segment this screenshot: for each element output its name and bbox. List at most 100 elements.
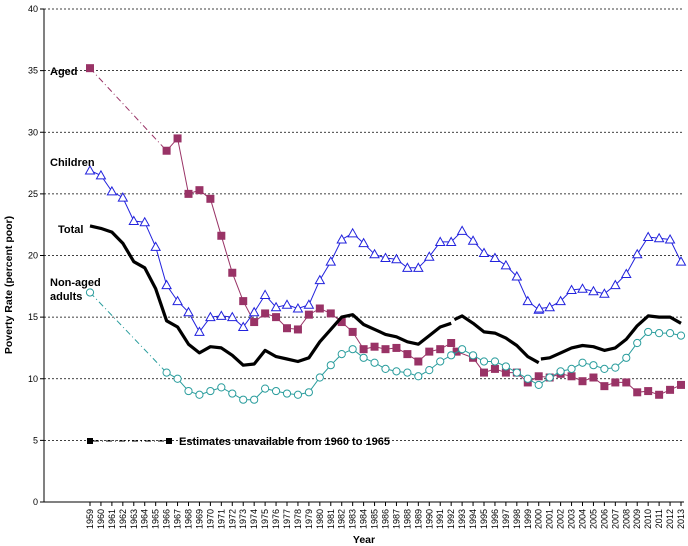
x-tick-label-1977: 1977 (282, 509, 292, 529)
x-tick-label-1969: 1969 (194, 509, 204, 529)
point-children-1969 (194, 326, 205, 336)
x-tick-label-1998: 1998 (512, 509, 522, 529)
point-aged-1967 (173, 134, 182, 143)
point-aged-2007 (611, 378, 620, 387)
point-aged-1976 (272, 313, 281, 322)
x-tick-label-2007: 2007 (610, 509, 620, 529)
point-aged-1977 (283, 324, 291, 333)
point-aged-1989 (414, 357, 423, 366)
point-non-aged-adults-1988 (403, 368, 412, 377)
point-children-2009 (631, 248, 643, 259)
series-layer (84, 64, 687, 404)
x-tick-label-1993: 1993 (457, 509, 467, 529)
point-non-aged-adults-2001 (545, 373, 554, 382)
series-non-aged-adults-gap-line (89, 292, 167, 373)
point-children-1973 (237, 321, 249, 331)
point-non-aged-adults-1975 (261, 384, 270, 393)
y-tick-label-40: 40 (28, 4, 38, 14)
point-aged-1978 (293, 325, 302, 334)
x-tick-label-1991: 1991 (435, 509, 445, 529)
x-tick-label-2008: 2008 (621, 509, 631, 529)
x-tick-label-1971: 1971 (216, 509, 226, 529)
x-tick-label-2004: 2004 (578, 509, 588, 529)
x-tick-label-1986: 1986 (381, 509, 391, 529)
point-non-aged-adults-1995 (479, 357, 489, 366)
x-tick-label-1962: 1962 (118, 509, 128, 529)
point-children-1989 (412, 262, 424, 272)
point-children-1996 (489, 252, 501, 262)
point-aged-2006 (600, 382, 609, 391)
y-tick-label-35: 35 (28, 66, 38, 76)
point-non-aged-adults-2004 (578, 358, 587, 367)
point-non-aged-adults-1986 (381, 364, 390, 373)
point-children-1984 (358, 237, 369, 248)
x-tick-label-2006: 2006 (599, 509, 609, 529)
y-tick-label-5: 5 (33, 435, 38, 445)
point-aged-2005 (589, 373, 598, 382)
point-non-aged-adults-1976 (271, 386, 281, 396)
point-aged-2004 (578, 377, 587, 386)
x-tick-label-1995: 1995 (479, 509, 489, 529)
point-non-aged-adults-1999 (523, 374, 532, 383)
x-tick-label-1988: 1988 (402, 509, 412, 529)
point-non-aged-adults-1981 (326, 361, 335, 370)
series-label-non-aged-line1: Non-aged (50, 277, 101, 289)
note-text: Estimates unavailable from 1960 to 1965 (179, 436, 390, 448)
point-aged-2008 (622, 378, 631, 387)
point-non-aged-adults-1987 (392, 367, 401, 376)
x-tick-label-1980: 1980 (315, 509, 325, 529)
y-tick-label-0: 0 (33, 497, 38, 507)
point-non-aged-adults-1980 (315, 373, 324, 382)
point-aged-1974 (250, 318, 259, 327)
point-children-2002 (555, 295, 566, 306)
point-children-1998 (511, 270, 523, 281)
point-non-aged-adults-2010 (644, 327, 653, 337)
x-tick-label-1970: 1970 (205, 509, 215, 529)
series-total-line-0 (89, 224, 452, 367)
point-aged-1966 (162, 146, 171, 155)
x-tick-label-1989: 1989 (413, 509, 423, 529)
point-non-aged-adults-1992 (447, 351, 456, 360)
point-children-2007 (609, 279, 621, 290)
point-aged-1984 (359, 345, 368, 354)
x-tick-label-1973: 1973 (238, 509, 248, 529)
point-non-aged-adults-1989 (414, 372, 423, 381)
point-non-aged-adults-1985 (370, 358, 379, 367)
x-tick-label-1975: 1975 (260, 509, 270, 529)
point-children-1965 (150, 241, 162, 251)
note-marker-left (87, 438, 93, 444)
point-children-1986 (380, 252, 391, 262)
x-tick-label-2005: 2005 (588, 509, 598, 529)
x-tick-label-1976: 1976 (271, 509, 281, 529)
axes (40, 8, 684, 506)
series-children (84, 164, 687, 336)
point-children-2005 (588, 285, 599, 296)
point-children-2006 (599, 288, 610, 298)
point-non-aged-adults-1982 (337, 350, 346, 359)
point-aged-2010 (644, 387, 653, 396)
point-non-aged-adults-2003 (567, 364, 576, 373)
point-children-1959 (84, 164, 96, 175)
series-total-line-2 (540, 314, 682, 361)
point-non-aged-adults-1993 (458, 345, 467, 354)
point-non-aged-adults-1984 (359, 353, 368, 362)
point-aged-1996 (490, 364, 499, 373)
point-children-1979 (303, 299, 315, 309)
point-children-1983 (347, 227, 359, 238)
point-aged-1986 (381, 345, 390, 354)
point-children-1993 (456, 225, 468, 235)
point-non-aged-adults-1978 (293, 390, 303, 399)
point-aged-2003 (567, 372, 576, 381)
series-label-non-aged-line2: adults (50, 291, 82, 303)
series-aged-gap-line (89, 67, 167, 152)
point-non-aged-adults-1994 (468, 351, 478, 360)
point-children-1972 (226, 311, 238, 322)
point-non-aged-adults-1998 (512, 368, 521, 377)
point-non-aged-adults-2000 (534, 380, 543, 390)
y-tick-label-20: 20 (28, 251, 38, 261)
x-tick-label-1992: 1992 (446, 509, 456, 529)
point-children-2012 (664, 233, 676, 244)
point-aged-1988 (403, 350, 412, 359)
point-children-1980 (314, 274, 326, 285)
